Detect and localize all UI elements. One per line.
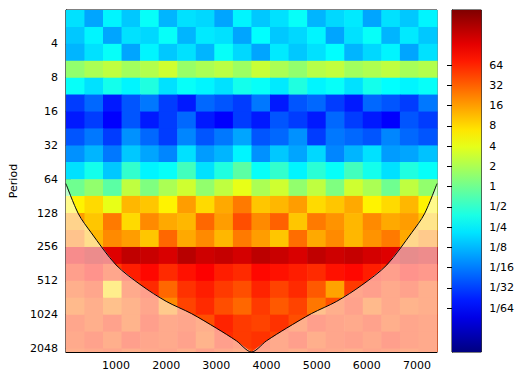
svg-text:1000: 1000: [102, 359, 130, 372]
svg-text:128: 128: [37, 207, 58, 220]
svg-text:16: 16: [44, 105, 58, 118]
svg-text:256: 256: [37, 240, 58, 253]
svg-text:1/2: 1/2: [489, 200, 507, 213]
svg-text:8: 8: [489, 119, 496, 132]
svg-text:Period: Period: [7, 164, 20, 198]
svg-text:64: 64: [489, 59, 503, 72]
svg-text:5000: 5000: [303, 359, 331, 372]
svg-text:1/16: 1/16: [489, 261, 514, 274]
svg-text:64: 64: [44, 173, 58, 186]
svg-text:1: 1: [489, 180, 496, 193]
svg-text:2: 2: [489, 160, 496, 173]
svg-text:1/32: 1/32: [489, 281, 514, 294]
svg-text:32: 32: [44, 139, 58, 152]
svg-text:4000: 4000: [252, 359, 280, 372]
svg-text:1024: 1024: [30, 308, 58, 321]
svg-text:1/8: 1/8: [489, 241, 507, 254]
svg-text:1/4: 1/4: [489, 221, 507, 234]
svg-text:512: 512: [37, 274, 58, 287]
svg-text:2000: 2000: [152, 359, 180, 372]
svg-text:2048: 2048: [30, 342, 58, 355]
svg-text:6000: 6000: [353, 359, 381, 372]
svg-text:4: 4: [489, 140, 496, 153]
svg-text:8: 8: [51, 71, 58, 84]
svg-text:16: 16: [489, 99, 503, 112]
svg-text:1/64: 1/64: [489, 302, 514, 315]
svg-text:3000: 3000: [202, 359, 230, 372]
svg-text:32: 32: [489, 79, 503, 92]
svg-text:7000: 7000: [403, 359, 431, 372]
svg-text:4: 4: [51, 37, 58, 50]
